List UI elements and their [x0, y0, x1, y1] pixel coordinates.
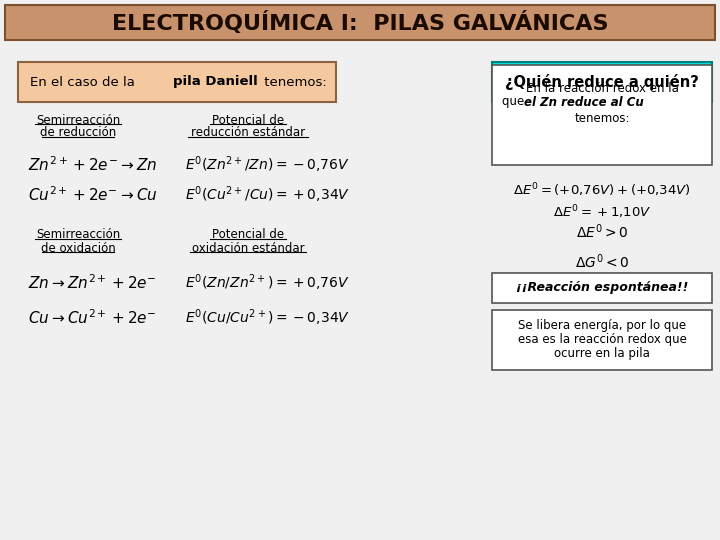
Text: $Zn \rightarrow Zn^{2+} + 2e^{-}$: $Zn \rightarrow Zn^{2+} + 2e^{-}$: [28, 274, 157, 292]
Text: oxidación estándar: oxidación estándar: [192, 241, 305, 254]
Text: Semirreacción: Semirreacción: [36, 113, 120, 126]
Text: de oxidación: de oxidación: [40, 241, 115, 254]
Text: que: que: [502, 96, 528, 109]
Text: $E^0(Zn / Zn^{2+}) = +0{,}76V$: $E^0(Zn / Zn^{2+}) = +0{,}76V$: [185, 273, 350, 293]
Text: $E^0(Zn^{2+} / Zn) = -0{,}76V$: $E^0(Zn^{2+} / Zn) = -0{,}76V$: [185, 154, 350, 176]
Text: tenemos:: tenemos:: [260, 76, 327, 89]
Text: $E^0(Cu^{2+} / Cu) = +0{,}34V$: $E^0(Cu^{2+} / Cu) = +0{,}34V$: [185, 185, 350, 205]
Text: ¿Quién reduce a quién?: ¿Quién reduce a quién?: [505, 74, 699, 90]
Text: $\Delta E^0 = +1{,}10V$: $\Delta E^0 = +1{,}10V$: [553, 203, 651, 221]
Text: $Cu \rightarrow Cu^{2+} + 2e^{-}$: $Cu \rightarrow Cu^{2+} + 2e^{-}$: [28, 309, 157, 327]
Text: En la reacción redox en la: En la reacción redox en la: [526, 82, 678, 94]
Text: ocurre en la pila: ocurre en la pila: [554, 347, 650, 360]
Text: tenemos:: tenemos:: [575, 111, 630, 125]
Text: $\Delta E^0 > 0$: $\Delta E^0 > 0$: [576, 222, 629, 241]
Text: $E^0(Cu / Cu^{2+}) = -0{,}34V$: $E^0(Cu / Cu^{2+}) = -0{,}34V$: [185, 308, 350, 328]
FancyBboxPatch shape: [492, 273, 712, 303]
Text: reducción estándar: reducción estándar: [191, 126, 305, 139]
Text: el Zn reduce al Cu: el Zn reduce al Cu: [524, 96, 644, 109]
Text: de reducción: de reducción: [40, 126, 116, 139]
Text: Potencial de: Potencial de: [212, 113, 284, 126]
Text: $Cu^{2+} + 2e^{-} \rightarrow Cu$: $Cu^{2+} + 2e^{-} \rightarrow Cu$: [28, 186, 158, 204]
Text: esa es la reacción redox que: esa es la reacción redox que: [518, 333, 686, 346]
FancyBboxPatch shape: [492, 62, 712, 102]
Text: ELECTROQUÍMICA I:  PILAS GALVÁNICAS: ELECTROQUÍMICA I: PILAS GALVÁNICAS: [112, 11, 608, 34]
Text: Potencial de: Potencial de: [212, 228, 284, 241]
Text: ¡¡Reacción espontánea!!: ¡¡Reacción espontánea!!: [516, 281, 688, 294]
FancyBboxPatch shape: [492, 310, 712, 370]
Text: pila Daniell: pila Daniell: [173, 76, 258, 89]
FancyBboxPatch shape: [5, 5, 715, 40]
Text: $\Delta E^0 = (+0{,}76V) + (+0{,}34V)$: $\Delta E^0 = (+0{,}76V) + (+0{,}34V)$: [513, 181, 691, 199]
FancyBboxPatch shape: [18, 62, 336, 102]
Text: En el caso de la: En el caso de la: [30, 76, 139, 89]
Text: $Zn^{2+} + 2e^{-} \rightarrow Zn$: $Zn^{2+} + 2e^{-} \rightarrow Zn$: [28, 156, 157, 174]
Text: Semirreacción: Semirreacción: [36, 228, 120, 241]
FancyBboxPatch shape: [492, 65, 712, 165]
Text: Se libera energía, por lo que: Se libera energía, por lo que: [518, 319, 686, 332]
Text: $\Delta G^0 < 0$: $\Delta G^0 < 0$: [575, 253, 629, 271]
